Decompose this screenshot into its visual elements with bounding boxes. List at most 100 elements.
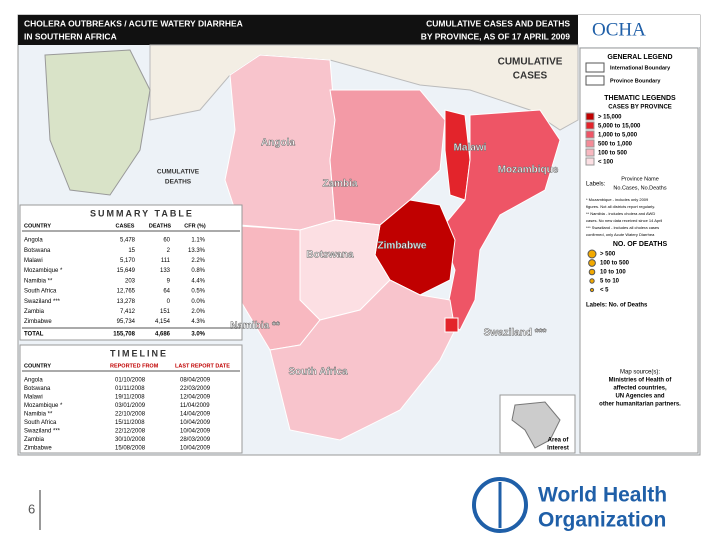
- map-source: UN Agencies and: [615, 394, 664, 400]
- cell: 5,170: [120, 258, 136, 264]
- map-title: DEATHS: [165, 179, 192, 186]
- cell: 11/04/2009: [180, 403, 210, 409]
- cell: 03/01/2009: [115, 403, 146, 409]
- cell: Zambia: [24, 309, 45, 315]
- cell: Botswana: [24, 248, 51, 254]
- note: figures. Not all districts report regula…: [586, 204, 655, 209]
- country-label: South Africa: [288, 367, 348, 378]
- cell: 30/10/2008: [115, 437, 146, 443]
- legend-symbol: [589, 287, 595, 293]
- table-title: TIMELINE: [110, 348, 168, 358]
- column-header: COUNTRY: [24, 223, 51, 229]
- cell: 4,154: [155, 319, 171, 325]
- map-title: CASES: [513, 71, 548, 82]
- legend-panel: [579, 47, 699, 454]
- country-label: Mozambique: [498, 165, 559, 176]
- aoi-label: Area of: [548, 438, 570, 444]
- ocha-box: [578, 15, 700, 47]
- cell: 4.3%: [191, 319, 205, 325]
- cell: Swaziland ***: [24, 429, 61, 435]
- cell: 15: [128, 248, 135, 254]
- aoi-label: Interest: [547, 446, 569, 452]
- title-right: BY PROVINCE, AS OF 17 APRIL 2009: [421, 31, 571, 41]
- legend-swatch: [585, 62, 605, 73]
- cell: 133: [160, 268, 171, 274]
- org-name: World Health: [538, 484, 667, 507]
- title-right: CUMULATIVE CASES AND DEATHS: [426, 18, 570, 28]
- total-cell: 3.0%: [191, 332, 205, 338]
- cell: Namibia **: [24, 412, 53, 418]
- note: * Mozambique - includes only 2009: [586, 197, 649, 202]
- column-header: CFR (%): [184, 223, 206, 229]
- cell: 08/04/2009: [180, 378, 211, 384]
- legend-item: International Boundary: [610, 65, 671, 71]
- map-title: CUMULATIVE: [157, 169, 200, 176]
- cell: 14/04/2009: [180, 412, 211, 418]
- cell: 64: [163, 289, 170, 295]
- south-africa: [269, 279, 456, 441]
- cell: 0.0%: [191, 299, 205, 305]
- cell: 01/10/2008: [115, 378, 146, 384]
- legend-item: 100 to 500: [598, 151, 628, 157]
- legend-symbol: [588, 259, 596, 267]
- note: ** Namibia - includes cholera and AWD: [586, 211, 655, 216]
- column-header: REPORTED FROM: [110, 363, 159, 369]
- africa-outline: [511, 401, 561, 449]
- cell: 15/08/2008: [115, 446, 146, 452]
- cell: Mozambique *: [24, 403, 63, 409]
- cell: Malawi: [24, 395, 43, 401]
- cell: 2.2%: [191, 258, 205, 264]
- legend-item: < 5: [600, 288, 609, 294]
- note: *** Swaziland - includes all cholera cas…: [586, 225, 659, 230]
- who-emblem: [472, 477, 528, 533]
- legend-item: Labels:: [586, 182, 606, 188]
- legend-title: GENERAL LEGEND: [607, 54, 672, 61]
- legend-item: Province Name: [621, 176, 659, 182]
- map-title: CUMULATIVE: [498, 57, 563, 68]
- cell: 0.8%: [191, 268, 205, 274]
- country-label: Swaziland ***: [484, 328, 547, 339]
- legend-item: > 500: [600, 252, 616, 258]
- cell: South Africa: [24, 420, 57, 426]
- country-label: Botswana: [306, 250, 354, 261]
- cell: 203: [125, 278, 136, 284]
- country-label: Malawi: [454, 143, 487, 154]
- cell: Angola: [24, 238, 43, 244]
- cell: 111: [161, 258, 171, 264]
- land-north: [149, 44, 579, 131]
- cell: Botswana: [24, 386, 51, 392]
- cell: 95,734: [117, 319, 136, 325]
- cell: 13,278: [117, 299, 136, 305]
- cell: 15,649: [117, 268, 136, 274]
- legend-swatch: [585, 148, 595, 157]
- cell: Zimbabwe: [24, 446, 52, 452]
- title-left: IN SOUTHERN AFRICA: [24, 31, 117, 41]
- cell: 13.3%: [188, 248, 206, 254]
- cell: 22/03/2009: [180, 386, 211, 392]
- column-header: COUNTRY: [24, 363, 51, 369]
- cell: Zambia: [24, 437, 45, 443]
- total-cell: TOTAL: [24, 332, 44, 338]
- cell: 15/11/2008: [115, 420, 145, 426]
- cell: 0: [167, 299, 171, 305]
- cell: Namibia **: [24, 278, 53, 284]
- inset-deaths-map: [44, 49, 151, 196]
- legend-item: 500 to 1,000: [598, 142, 633, 148]
- legend-item: Labels: No. of Deaths: [586, 303, 648, 309]
- legend-item: No.Cases, No.Deaths: [613, 185, 666, 191]
- title-bar: [18, 15, 578, 45]
- cell: 60: [163, 238, 170, 244]
- timeline-table: [19, 344, 243, 454]
- content: CHOLERA OUTBREAKS / ACUTE WATERY DIARRHE…: [22, 18, 681, 532]
- cell: 2.0%: [191, 309, 205, 315]
- note: confirmed, only Acute Watery Diarrhea: [586, 232, 655, 237]
- cell: Swaziland ***: [24, 299, 61, 305]
- cell: 10/04/2009: [180, 420, 211, 426]
- cell: 22/10/2008: [115, 412, 146, 418]
- mozambique: [439, 109, 561, 331]
- column-header: CASES: [116, 223, 135, 229]
- cell: 19/11/2008: [115, 395, 145, 401]
- cell: 01/11/2008: [115, 386, 145, 392]
- cell: 0.5%: [191, 289, 205, 295]
